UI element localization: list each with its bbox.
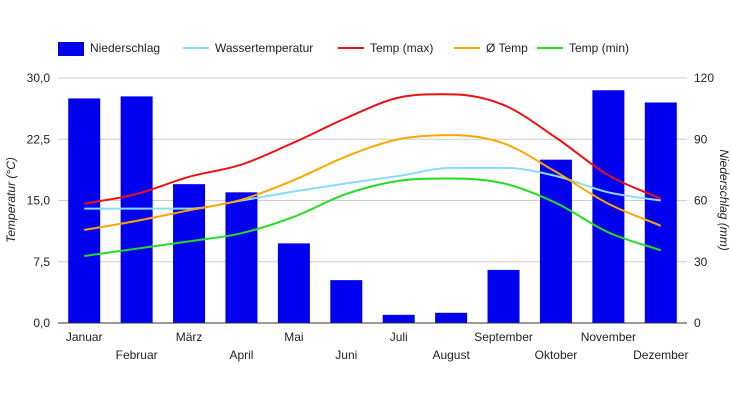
- left-tick-label: 7,5: [33, 255, 50, 269]
- precipitation-bar: [539, 159, 572, 323]
- x-tick-label: Oktober: [535, 348, 578, 362]
- precipitation-bar: [487, 269, 520, 323]
- precipitation-bar: [592, 90, 625, 323]
- temperature-lines: [84, 93, 662, 258]
- x-axis-labels: Januar Februar März April Mai Juni Juli August S…: [66, 330, 689, 362]
- precipitation-bar: [120, 96, 153, 323]
- right-axis-ticks: 0 30 60 90 120: [694, 71, 714, 330]
- legend: Niederschlag Wassertemperatur Temp (max) Ø …: [58, 41, 629, 56]
- precipitation-bar: [173, 184, 206, 323]
- temp-max-line: [84, 93, 662, 205]
- left-axis-ticks: 0,0 7,5 15,0 22,5 30,0: [27, 71, 51, 330]
- legend-label: Ø Temp: [486, 41, 528, 55]
- temp-min-line: [84, 177, 662, 258]
- temp-line: [84, 134, 662, 231]
- precipitation-bar: [68, 98, 101, 324]
- x-tick-label: Dezember: [633, 348, 688, 362]
- left-tick-label: 22,5: [27, 132, 51, 146]
- legend-swatch: [58, 42, 84, 56]
- gridlines: [58, 77, 687, 263]
- right-axis-title: Niederschlag (mm): [717, 149, 731, 250]
- left-tick-label: 0,0: [33, 316, 50, 330]
- x-tick-label: Juli: [390, 330, 408, 344]
- left-axis-title: Temperatur (°C): [4, 157, 18, 243]
- x-tick-label: März: [176, 330, 203, 344]
- x-tick-label: September: [474, 330, 533, 344]
- legend-label: Temp (max): [370, 41, 433, 55]
- precipitation-bar: [382, 314, 415, 323]
- left-tick-label: 30,0: [27, 71, 51, 85]
- precipitation-bar: [330, 280, 363, 323]
- x-tick-label: Februar: [116, 348, 158, 362]
- precipitation-bar: [644, 102, 677, 323]
- precipitation-bar: [435, 312, 468, 323]
- x-tick-label: Mai: [284, 330, 303, 344]
- legend-label: Niederschlag: [90, 41, 160, 55]
- x-tick-label: November: [581, 330, 636, 344]
- x-tick-label: April: [229, 348, 253, 362]
- precipitation-bar: [277, 243, 310, 323]
- right-tick-label: 0: [694, 316, 701, 330]
- precipitation-bar: [225, 192, 258, 323]
- right-tick-label: 90: [694, 132, 708, 146]
- right-tick-label: 60: [694, 194, 708, 208]
- x-tick-label: Juni: [335, 348, 357, 362]
- precipitation-bars: [68, 90, 677, 324]
- x-tick-label: August: [432, 348, 470, 362]
- right-tick-label: 120: [694, 71, 714, 85]
- x-tick-label: Januar: [66, 330, 103, 344]
- legend-label: Temp (min): [569, 41, 629, 55]
- wassertemperatur-line: [84, 166, 661, 210]
- left-tick-label: 15,0: [27, 194, 51, 208]
- right-tick-label: 30: [694, 255, 708, 269]
- legend-label: Wassertemperatur: [215, 41, 313, 55]
